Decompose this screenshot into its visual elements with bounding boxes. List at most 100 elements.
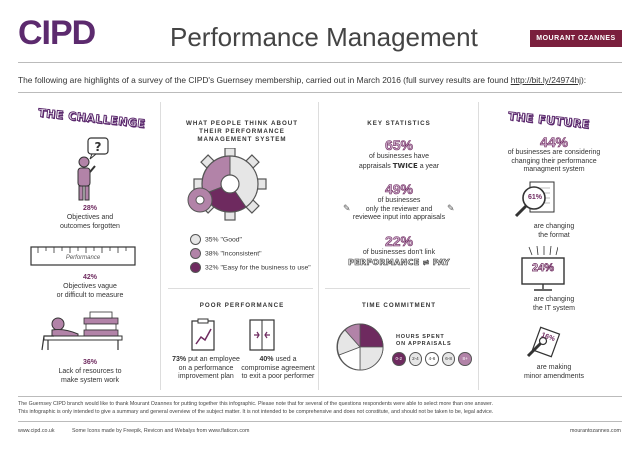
- challenge-heading: THE CHALLENGE: [37, 106, 147, 131]
- future-61-line2: the format: [538, 231, 570, 239]
- easy-swatch: [190, 262, 201, 273]
- time-legend-title: HOURS SPENT ON APPRAISALS: [396, 334, 451, 348]
- footer-divider-2: [18, 421, 622, 422]
- column-divider-1: [160, 102, 161, 390]
- time-legend-title2: ON APPRAISALS: [396, 341, 452, 347]
- page-title: Performance Management: [170, 22, 478, 52]
- stat-49-text: of businesses only the reviewer and review…: [325, 197, 473, 223]
- mourant-ozannes-badge: MOURANT OZANNES: [530, 30, 622, 47]
- ruler-label: Performance: [65, 255, 101, 261]
- future-24-line1: are changing: [533, 296, 575, 303]
- time-pie-chart: [336, 323, 384, 371]
- future-16-line2: minor amendments: [524, 372, 584, 380]
- footer-cipd-url[interactable]: www.cipd.co.uk: [18, 428, 55, 434]
- bucket-4-6: 4-6: [425, 352, 439, 366]
- row-divider-left: [168, 288, 313, 289]
- inconsistent-label: "Inconsistent": [220, 250, 262, 258]
- future-61-text: are changing the format: [484, 223, 624, 240]
- poor-pip-line3: improvement plan: [178, 373, 234, 380]
- opinion-legend-inconsistent: 38% "Inconsistent": [190, 248, 262, 259]
- future-44-text: of businesses are considering changing th…: [484, 149, 624, 175]
- footer-divider: [18, 396, 622, 397]
- future-61-line1: are changing: [533, 223, 575, 230]
- good-swatch: [190, 234, 201, 245]
- stat-65-text: of businesses have appraisals TWICE a yea…: [325, 153, 473, 171]
- challenge-1-text: Objectives and outcomes forgotten: [30, 214, 150, 231]
- easy-label: "Easy for the business to use": [220, 264, 311, 272]
- stat-65-emph: TWICE: [392, 161, 418, 170]
- column-divider-3: [478, 102, 479, 390]
- future-heading: THE FUTURE: [507, 109, 591, 132]
- bucket-8-plus: 8+: [458, 352, 472, 366]
- good-pct: 35%: [205, 236, 219, 244]
- performance-pay-label: PERFORMANCE ≠ PAY: [348, 258, 450, 268]
- future-44-line2: changing their performance: [511, 157, 597, 165]
- pie-slice-2-4: [359, 346, 384, 371]
- column-divider-2: [318, 102, 319, 390]
- inconsistent-swatch: [190, 248, 201, 259]
- challenge-3-pct: 36%: [82, 359, 97, 366]
- footer-disclaimer: This infographic is only intended to giv…: [18, 409, 494, 415]
- key-stats-heading: KEY STATISTICS: [367, 120, 431, 127]
- inconsistent-pct: 38%: [205, 250, 219, 258]
- easy-pct: 32%: [205, 264, 219, 272]
- header-divider: [18, 62, 622, 63]
- pencil-left-icon: ✎: [343, 203, 351, 213]
- future-44-line1: of businesses are considering: [507, 149, 601, 156]
- challenge-1-pct: 28%: [82, 205, 97, 212]
- overworked-desk-icon: [41, 311, 123, 351]
- opinion-heading-line2: THEIR PERFORMANCE: [199, 128, 285, 135]
- intro-divider: [18, 92, 622, 93]
- good-label: "Good": [220, 236, 242, 244]
- challenge-3-text: Lack of resources to make system work: [30, 368, 150, 385]
- footer-credits: Some Icons made by Freepik, Revicon and …: [72, 428, 250, 434]
- ruler-icon: [30, 246, 136, 266]
- intro-body: The following are highlights of a survey…: [18, 75, 511, 85]
- poor-pip-pct: 73%: [172, 356, 187, 363]
- stat-65-line1: of businesses have: [369, 153, 429, 160]
- footer-mourant-url[interactable]: mourantozannes.com: [570, 428, 621, 434]
- svg-text:?: ?: [95, 140, 102, 154]
- exit-door-icon: [249, 319, 275, 351]
- opinion-heading: WHAT PEOPLE THINK ABOUT THEIR PERFORMANCE…: [168, 120, 316, 144]
- poor-compromise-line3: to exit a poor performer: [241, 373, 315, 380]
- stat-65-line2a: appraisals: [358, 162, 391, 170]
- challenge-2-line1: Objectives vague: [63, 283, 117, 290]
- opinion-heading-line3: MANAGEMENT SYSTEM: [197, 136, 287, 143]
- cipd-logo: CIPD: [18, 14, 96, 52]
- future-16-line1: are making: [536, 364, 572, 371]
- wrench-document-icon: [526, 326, 561, 358]
- confused-person-icon: ?: [77, 137, 109, 201]
- stat-49-line2: only the reviewer and: [365, 205, 433, 213]
- stat-49-line1: of businesses: [377, 197, 421, 204]
- bucket-6-8: 6-8: [441, 352, 456, 366]
- poor-pip-text: 73% put an employee on a performance impro…: [170, 356, 242, 382]
- pie-slice-0-2: [359, 323, 384, 348]
- stat-65-line2b: a year: [419, 162, 440, 170]
- poor-pip-line1: put an employee: [186, 356, 240, 363]
- clipboard-chart-icon: [191, 318, 215, 351]
- opinion-legend-good: 35% "Good": [190, 234, 242, 245]
- gears-icon: [187, 148, 267, 221]
- challenge-3-line1: Lack of resources to: [58, 368, 122, 375]
- bucket-2-4: 2-4: [408, 352, 423, 366]
- challenge-2-line2: or difficult to measure: [56, 291, 124, 299]
- bucket-0-2: 0-2: [392, 352, 406, 366]
- magnifier-document-icon: [514, 181, 555, 218]
- poor-compromise-text: 40% used a compromise agreement to exit a …: [238, 356, 318, 382]
- stat-49-line3: reviewee input into appraisals: [352, 214, 446, 221]
- row-divider-right: [325, 288, 470, 289]
- computer-monitor-icon: [521, 257, 565, 291]
- time-legend-buckets: 0-2 2-4 4-6 6-8 8+: [392, 352, 472, 366]
- challenge-3-line2: make system work: [61, 376, 119, 384]
- pencil-right-icon: ✎: [447, 203, 455, 213]
- survey-link[interactable]: http://bit.ly/24974hj: [510, 75, 582, 85]
- challenge-2-text: Objectives vague or difficult to measure: [30, 283, 150, 300]
- future-44-line3: managment system: [523, 166, 585, 173]
- poor-compromise-line2: compromise agreement: [241, 364, 315, 372]
- poor-compromise-line1: used a: [273, 356, 297, 363]
- future-24-line2: the IT system: [533, 304, 575, 312]
- time-legend-title1: HOURS SPENT: [396, 334, 445, 340]
- rays-icon: [528, 246, 558, 256]
- pie-slice-8-plus: [344, 323, 361, 349]
